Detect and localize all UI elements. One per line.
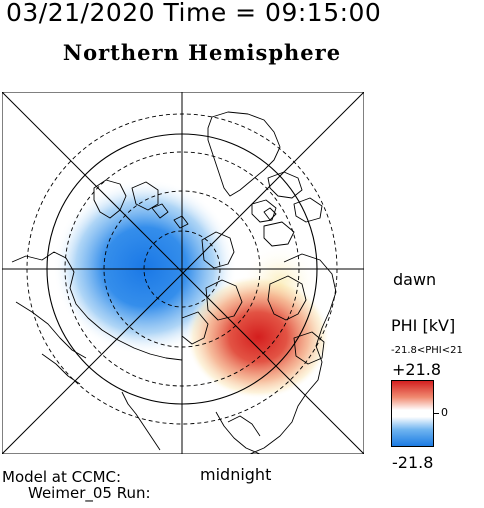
colorbar (391, 380, 434, 447)
polar-potential-map (2, 92, 364, 454)
midnight-label: midnight (200, 465, 272, 484)
model-info-line1: Model at CCMC: (2, 468, 122, 486)
colorbar-max-label: +21.8 (392, 360, 442, 379)
colorbar-min-label: -21.8 (392, 453, 434, 472)
timestamp-title: 03/21/2020 Time = 09:15:00 (6, 0, 382, 27)
colorbar-range: -21.8<PHI<21 (391, 345, 463, 356)
model-info-line2: Weimer_05 Run: (28, 484, 151, 502)
colorbar-zero-label: 0 (441, 406, 448, 419)
dawn-label: dawn (393, 270, 437, 289)
negative-potential-cell (53, 179, 237, 355)
positive-potential-cell (186, 275, 330, 399)
hemisphere-title: Northern Hemisphere (62, 40, 342, 65)
colorbar-zero-tick (434, 413, 439, 414)
coastlines (11, 111, 337, 454)
meridian-lines (2, 92, 364, 454)
colorbar-title: PHI [kV] (391, 316, 456, 335)
